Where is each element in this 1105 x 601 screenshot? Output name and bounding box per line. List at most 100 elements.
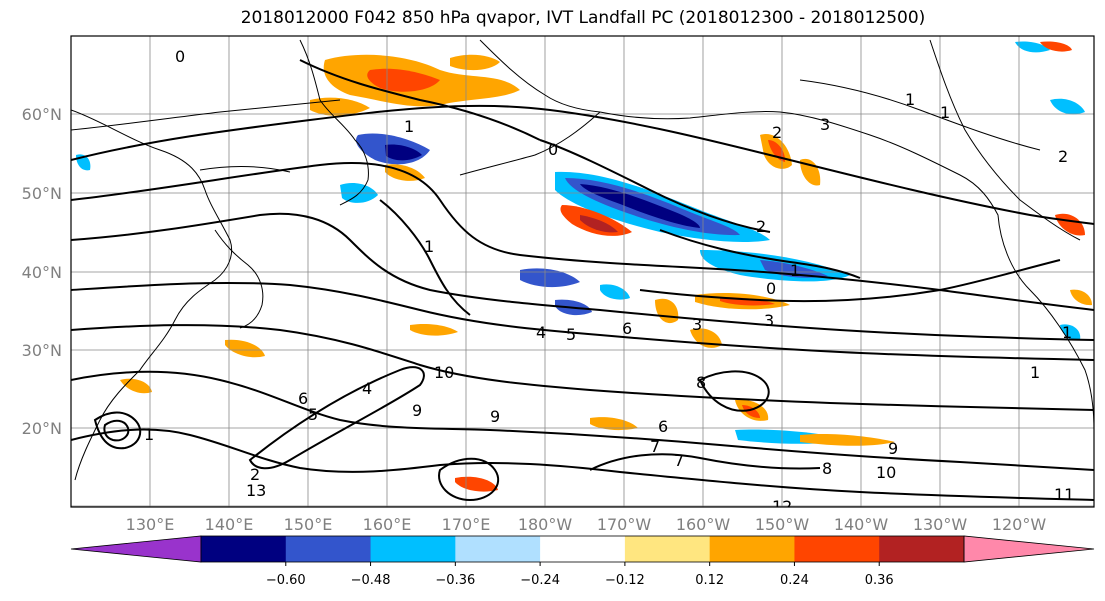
contour-label: 7 xyxy=(674,451,684,470)
contour-line xyxy=(248,366,425,470)
positive-anomaly-alaska-core xyxy=(367,68,440,92)
latitude-labels: 60°N 50°N 40°N 30°N 20°N xyxy=(22,105,62,438)
negative-anomaly-north-coast xyxy=(1050,98,1085,115)
contour-line xyxy=(71,281,1094,361)
contour-label: 6 xyxy=(622,319,632,338)
negative-anomaly-east-coast-south xyxy=(1060,324,1081,341)
contour-label: 3 xyxy=(764,311,774,330)
latitude-label: 20°N xyxy=(22,419,62,438)
negative-anomaly-central-band-core xyxy=(580,184,700,228)
contour-label: 1 xyxy=(1030,363,1040,382)
colorbar-tick-label: 0.24 xyxy=(780,573,809,588)
longitude-label: 140°E xyxy=(205,515,254,534)
contour-line xyxy=(539,139,771,233)
contour-label: 8 xyxy=(822,459,832,478)
colorbar-outline xyxy=(200,535,965,563)
positive-anomaly-east-coast-south xyxy=(1070,289,1092,306)
contour-label: 9 xyxy=(490,407,500,426)
contour-label: 2 xyxy=(250,465,260,484)
ivt-contours xyxy=(71,59,1094,502)
longitude-label: 160°W xyxy=(676,515,731,534)
latitude-label: 50°N xyxy=(22,184,62,203)
colorbar-extend-min xyxy=(70,535,202,563)
contour-line xyxy=(71,324,1094,411)
contour-line xyxy=(71,99,341,131)
contour-label: 4 xyxy=(362,379,372,398)
positive-anomaly-midlat-streak xyxy=(690,328,722,348)
colorbar-tick-label: −0.36 xyxy=(435,573,475,588)
positive-anomaly-north-rim xyxy=(450,54,500,71)
positive-anomaly-subtropical-east-core xyxy=(742,405,760,418)
contour-line xyxy=(438,457,500,502)
colorbar-segment xyxy=(455,536,541,562)
contour-label: 5 xyxy=(308,405,318,424)
colorbar: −0.60 −0.48 −0.36 −0.24 −0.12 0.12 0.24 0.36 xyxy=(70,535,1095,588)
contour-labels: 0 1 3 2 1 0 1 2 1 2 0 1 3 5 4 6 3 4 5 6 … xyxy=(144,47,1074,516)
positive-anomaly-west-subtropics xyxy=(225,339,265,358)
contour-label: 8 xyxy=(696,373,706,392)
colorbar-extend-max xyxy=(963,535,1095,563)
map-title: 2018012000 F042 850 hPa qvapor, IVT Land… xyxy=(240,8,926,28)
colorbar-tick-label: 0.12 xyxy=(695,573,724,588)
coastline-asia xyxy=(71,109,233,481)
colorbar-segment xyxy=(624,536,711,562)
contour-line xyxy=(639,259,1061,303)
contour-label: 6 xyxy=(658,417,668,436)
positive-anomaly-subtropical-far-east xyxy=(800,433,895,446)
contour-label: 1 xyxy=(404,117,414,136)
negative-anomaly-kamchatka-core xyxy=(385,144,422,161)
contour-label: 10 xyxy=(434,363,454,382)
contour-label: 12 xyxy=(772,497,792,516)
contour-label: 13 xyxy=(246,481,266,500)
contour-label: 0 xyxy=(175,47,185,66)
contour-line xyxy=(71,428,1094,501)
positive-anomaly-midlat-west xyxy=(410,323,458,336)
longitude-label: 140°W xyxy=(834,515,889,534)
longitude-label: 160°E xyxy=(363,515,412,534)
longitude-label: 150°E xyxy=(284,515,333,534)
coastline-aleutians xyxy=(459,111,601,176)
contour-label: 2 xyxy=(772,123,782,142)
thin-contours xyxy=(71,79,1041,173)
colorbar-segment xyxy=(370,536,456,562)
contour-label: 0 xyxy=(766,279,776,298)
contour-line xyxy=(799,79,1041,151)
colorbar-tick-label: 0.36 xyxy=(865,573,894,588)
positive-anomaly-north-corner xyxy=(1040,41,1072,52)
contour-line xyxy=(71,212,1094,341)
coastline-north-america-interior xyxy=(929,39,1081,241)
latitude-label: 60°N xyxy=(22,105,62,124)
contour-label: 9 xyxy=(412,401,422,420)
contour-label: 5 xyxy=(566,325,576,344)
colorbar-tick-label: −0.12 xyxy=(605,573,645,588)
longitude-labels: 130°E 140°E 150°E 160°E 170°E 180°W 170°… xyxy=(126,515,1047,534)
contour-label: 2 xyxy=(1058,147,1068,166)
contour-line xyxy=(698,370,770,412)
contour-label: 1 xyxy=(905,90,915,109)
colorbar-segments xyxy=(70,535,1095,563)
map-border xyxy=(70,35,1095,508)
longitude-label: 180°W xyxy=(518,515,573,534)
contour-label: 4 xyxy=(536,323,546,342)
contour-line xyxy=(199,166,291,173)
colorbar-segment xyxy=(285,536,372,562)
contour-line xyxy=(659,229,861,279)
contour-label: 11 xyxy=(1054,485,1074,504)
contour-line xyxy=(103,419,130,442)
contour-label: 6 xyxy=(298,389,308,408)
longitude-label: 120°W xyxy=(992,515,1047,534)
colorbar-segment xyxy=(879,536,965,562)
colorbar-segment xyxy=(709,536,795,562)
contour-line xyxy=(93,411,142,450)
contour-label: 0 xyxy=(548,140,558,159)
positive-anomaly-hawaii-region xyxy=(590,417,638,431)
contour-label: 1 xyxy=(790,261,800,280)
contour-label: 1 xyxy=(424,237,434,256)
colorbar-segment xyxy=(201,536,287,562)
negative-anomaly-midlat-east xyxy=(600,284,630,300)
contour-line xyxy=(589,453,821,471)
negative-anomaly-midlat-west xyxy=(520,268,580,288)
longitude-label: 150°W xyxy=(755,515,810,534)
negative-anomaly-north-corner xyxy=(1015,41,1050,53)
